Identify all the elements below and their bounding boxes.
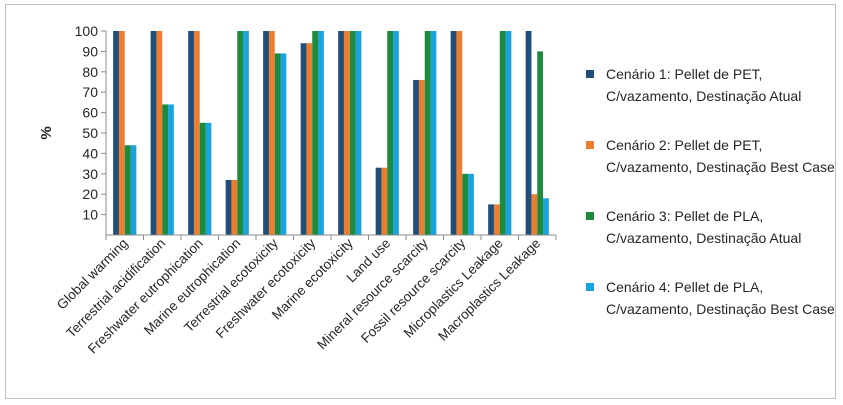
bar-s1-c5 [263, 31, 269, 235]
y-axis-title: % [38, 126, 55, 139]
bar-s2-c10 [456, 31, 463, 235]
bar-s3-c10 [462, 173, 469, 235]
bar-s2-c4 [231, 179, 238, 235]
bar-s2-c11 [493, 204, 500, 235]
bar-s4-c4 [243, 31, 249, 235]
y-tick-label: 20 [82, 186, 98, 202]
bar-s2-c9 [418, 79, 425, 236]
y-tick-label: 40 [82, 145, 98, 161]
bar-s3-c11 [499, 31, 506, 235]
bar-s3-c12 [537, 51, 544, 236]
bar-s2-c3 [193, 31, 200, 235]
bar-s3-c8 [387, 31, 394, 235]
legend-label: Cenário 2: Pellet de PET, C/vazamento, D… [606, 137, 835, 175]
bar-s1-c11 [488, 204, 494, 235]
y-tick-label: 60 [82, 105, 98, 121]
bar-s1-c1 [113, 31, 119, 235]
legend-item-4: Cenário 4: Pellet de PLA, C/vazamento, D… [586, 276, 841, 320]
bar-s4-c11 [505, 31, 512, 235]
bar-s3-c5 [274, 53, 281, 235]
bar-s1-c2 [150, 31, 157, 235]
bar-s4-c1 [130, 145, 137, 235]
y-tick-label: 50 [82, 125, 98, 141]
legend-item-3: Cenário 3: Pellet de PLA, C/vazamento, D… [586, 205, 841, 249]
bar-s2-c8 [381, 167, 388, 235]
legend-label: Cenário 1: Pellet de PET, C/vazamento, D… [606, 66, 802, 104]
bar-s1-c3 [188, 31, 194, 235]
bar-s3-c4 [237, 31, 244, 235]
bar-s3-c9 [424, 31, 431, 235]
bar-s2-c2 [156, 31, 163, 235]
y-tick-label: 100 [75, 23, 99, 39]
bar-s4-c9 [430, 31, 437, 235]
bar-s3-c1 [124, 145, 131, 235]
bar-s4-c3 [205, 122, 212, 235]
legend-swatch [586, 283, 594, 291]
bar-s1-c12 [525, 31, 532, 235]
legend: Cenário 1: Pellet de PET, C/vazamento, D… [586, 63, 841, 320]
y-tick-label: 10 [82, 207, 98, 223]
bar-s3-c6 [312, 31, 319, 235]
bar-s1-c9 [413, 79, 419, 236]
legend-label: Cenário 4: Pellet de PLA, C/vazamento, D… [606, 279, 835, 317]
y-tick-label: 90 [82, 43, 98, 59]
legend-label: Cenário 3: Pellet de PLA, C/vazamento, D… [606, 208, 802, 246]
bar-s1-c10 [450, 31, 457, 235]
chart-frame: 10 20 30 40 50 60 70 80 90 100 Global warming Terre… [5, 4, 836, 399]
bar-s1-c4 [225, 179, 232, 235]
bar-s1-c7 [338, 31, 344, 235]
bar-s1-c8 [375, 167, 382, 235]
legend-swatch [586, 212, 594, 220]
legend-item-2: Cenário 2: Pellet de PET, C/vazamento, D… [586, 134, 841, 178]
bar-s2-c7 [343, 31, 350, 235]
bar-s3-c2 [162, 104, 169, 235]
bar-s4-c5 [280, 53, 287, 235]
bar-s2-c6 [306, 43, 313, 235]
bar-s3-c3 [199, 122, 206, 235]
bar-s4-c8 [393, 31, 399, 235]
bar-s1-c6 [300, 43, 307, 235]
y-tick-label: 70 [82, 84, 98, 100]
y-tick-label: 30 [82, 166, 98, 182]
bar-s3-c7 [349, 31, 356, 235]
y-tick-label: 80 [82, 64, 98, 80]
legend-swatch [586, 70, 594, 78]
bar-s2-c5 [268, 31, 275, 235]
bar-s4-c12 [543, 198, 549, 235]
legend-item-1: Cenário 1: Pellet de PET, C/vazamento, D… [586, 63, 841, 107]
bar-s2-c12 [531, 194, 538, 235]
bar-s4-c6 [318, 31, 324, 235]
bar-s4-c7 [355, 31, 362, 235]
bar-s4-c10 [468, 173, 474, 235]
bar-s2-c1 [118, 31, 125, 235]
legend-swatch [586, 141, 594, 149]
bar-s4-c2 [168, 104, 174, 235]
